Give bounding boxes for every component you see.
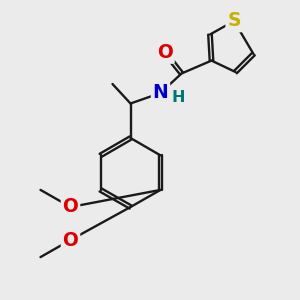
Text: H: H [172,90,185,105]
Text: N: N [153,83,168,103]
Text: O: O [157,43,173,62]
Text: O: O [63,197,78,217]
Text: S: S [227,11,241,31]
Text: O: O [63,230,78,250]
